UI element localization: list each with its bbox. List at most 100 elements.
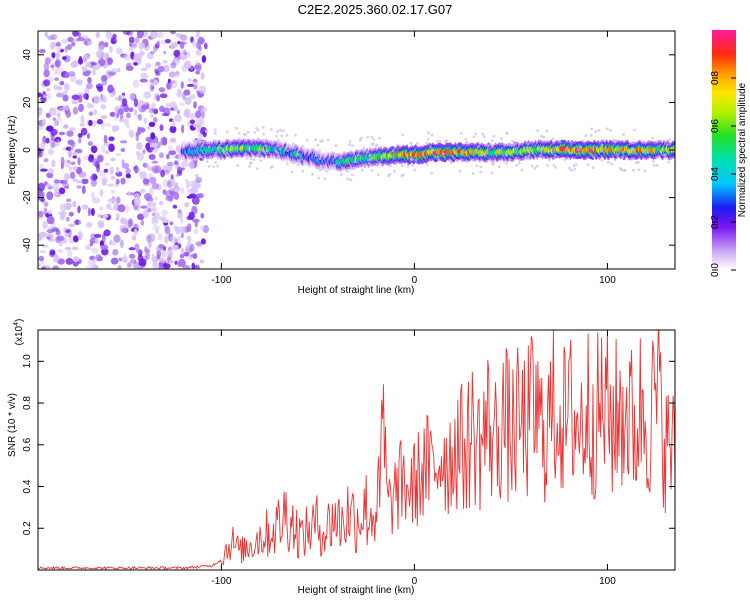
scatter-point [378,136,381,140]
scatter-point [361,168,364,172]
noise-blob [48,107,57,116]
noise-blob [71,246,79,251]
noise-blob [51,141,56,149]
noise-blob [153,196,158,200]
noise-blob [38,143,41,147]
noise-blob [114,113,118,122]
noise-blob [170,62,177,69]
noise-blob [72,200,77,208]
scatter-point [362,146,366,150]
scatter-point [572,164,576,168]
noise-blob [88,155,95,163]
y-tick-label: 0 [22,147,33,153]
scatter-point [253,131,257,134]
noise-blob [71,41,76,47]
noise-blob [52,265,60,269]
noise-blob [88,119,93,127]
scatter-point [262,132,265,136]
noise-blob [90,175,94,181]
noise-blob [125,112,131,119]
scatter-point [260,148,264,152]
scatter-point [285,134,289,137]
noise-blob [68,149,72,158]
noise-blob [64,46,68,53]
noise-blob [152,117,158,123]
noise-blob [122,98,128,107]
noise-blob [42,221,48,230]
scatter-point [264,144,268,148]
noise-blob [179,102,185,107]
noise-blob [152,261,159,269]
scatter-point [539,153,543,157]
noise-blob [151,102,156,109]
noise-blob [178,152,181,162]
scatter-point [207,145,211,149]
scatter-point [606,160,610,164]
noise-blob [184,202,190,208]
noise-blob [153,63,158,71]
scatter-point [438,139,442,143]
noise-blob [71,94,80,101]
noise-blob [149,83,155,92]
noise-blob [202,131,207,138]
scatter-point [409,141,413,145]
noise-blob [129,253,136,259]
noise-blob [160,39,166,45]
noise-blob [170,43,175,49]
y-tick-label: 20 [22,96,33,108]
noise-blob [143,91,152,99]
scatter-point [325,169,328,173]
noise-blob [94,160,100,169]
noise-blob [173,187,181,192]
scatter-point [474,132,478,136]
noise-blob [176,88,183,95]
noise-blob [77,157,81,166]
scatter-point [285,162,289,166]
noise-blob [56,86,63,91]
scatter-point [414,158,418,162]
noise-blob [49,250,56,256]
noise-blob [116,47,123,55]
noise-blob [65,110,72,118]
noise-blob [197,133,204,138]
scatter-point [629,150,632,154]
noise-blob [86,102,92,109]
noise-blob [140,72,149,79]
noise-blob [119,140,128,144]
scatter-point [317,176,321,180]
colorbar-tick-label: 0.2 [710,215,721,229]
noise-blob [94,233,102,238]
noise-blob [198,38,204,45]
scatter-point [393,169,396,173]
noise-blob [137,114,143,121]
scatter-point [597,128,601,132]
noise-blob [151,160,159,164]
scatter-point [436,139,439,143]
scatter-point [590,127,593,131]
noise-blob [68,166,72,172]
noise-blob [192,40,197,48]
noise-blob [148,154,156,160]
scatter-point [274,149,278,153]
scatter-point [316,150,319,154]
scatter-point [276,151,280,155]
scatter-point [553,154,557,157]
noise-blob [118,118,125,123]
noise-blob [151,212,156,217]
noise-blob [77,32,82,38]
scatter-point [633,128,636,132]
scatter-point [318,157,322,161]
scatter-point [262,139,266,142]
noise-blob [66,44,72,51]
noise-blob [157,232,163,241]
noise-blob [120,217,127,225]
spectrogram-plot: -100 0 100 -40 -20 0 20 40 Height of straight l… [7,30,676,296]
noise-blob [62,56,67,61]
snr-plot: -100 0 100 0.2 0.4 0.6 0.8 1.0 Height of straig… [7,319,676,596]
noise-blob [91,247,99,254]
noise-blob [200,72,205,80]
scatter-point [368,158,372,162]
noise-blob [156,31,164,38]
noise-blob [71,100,79,105]
noise-blob [54,59,62,68]
